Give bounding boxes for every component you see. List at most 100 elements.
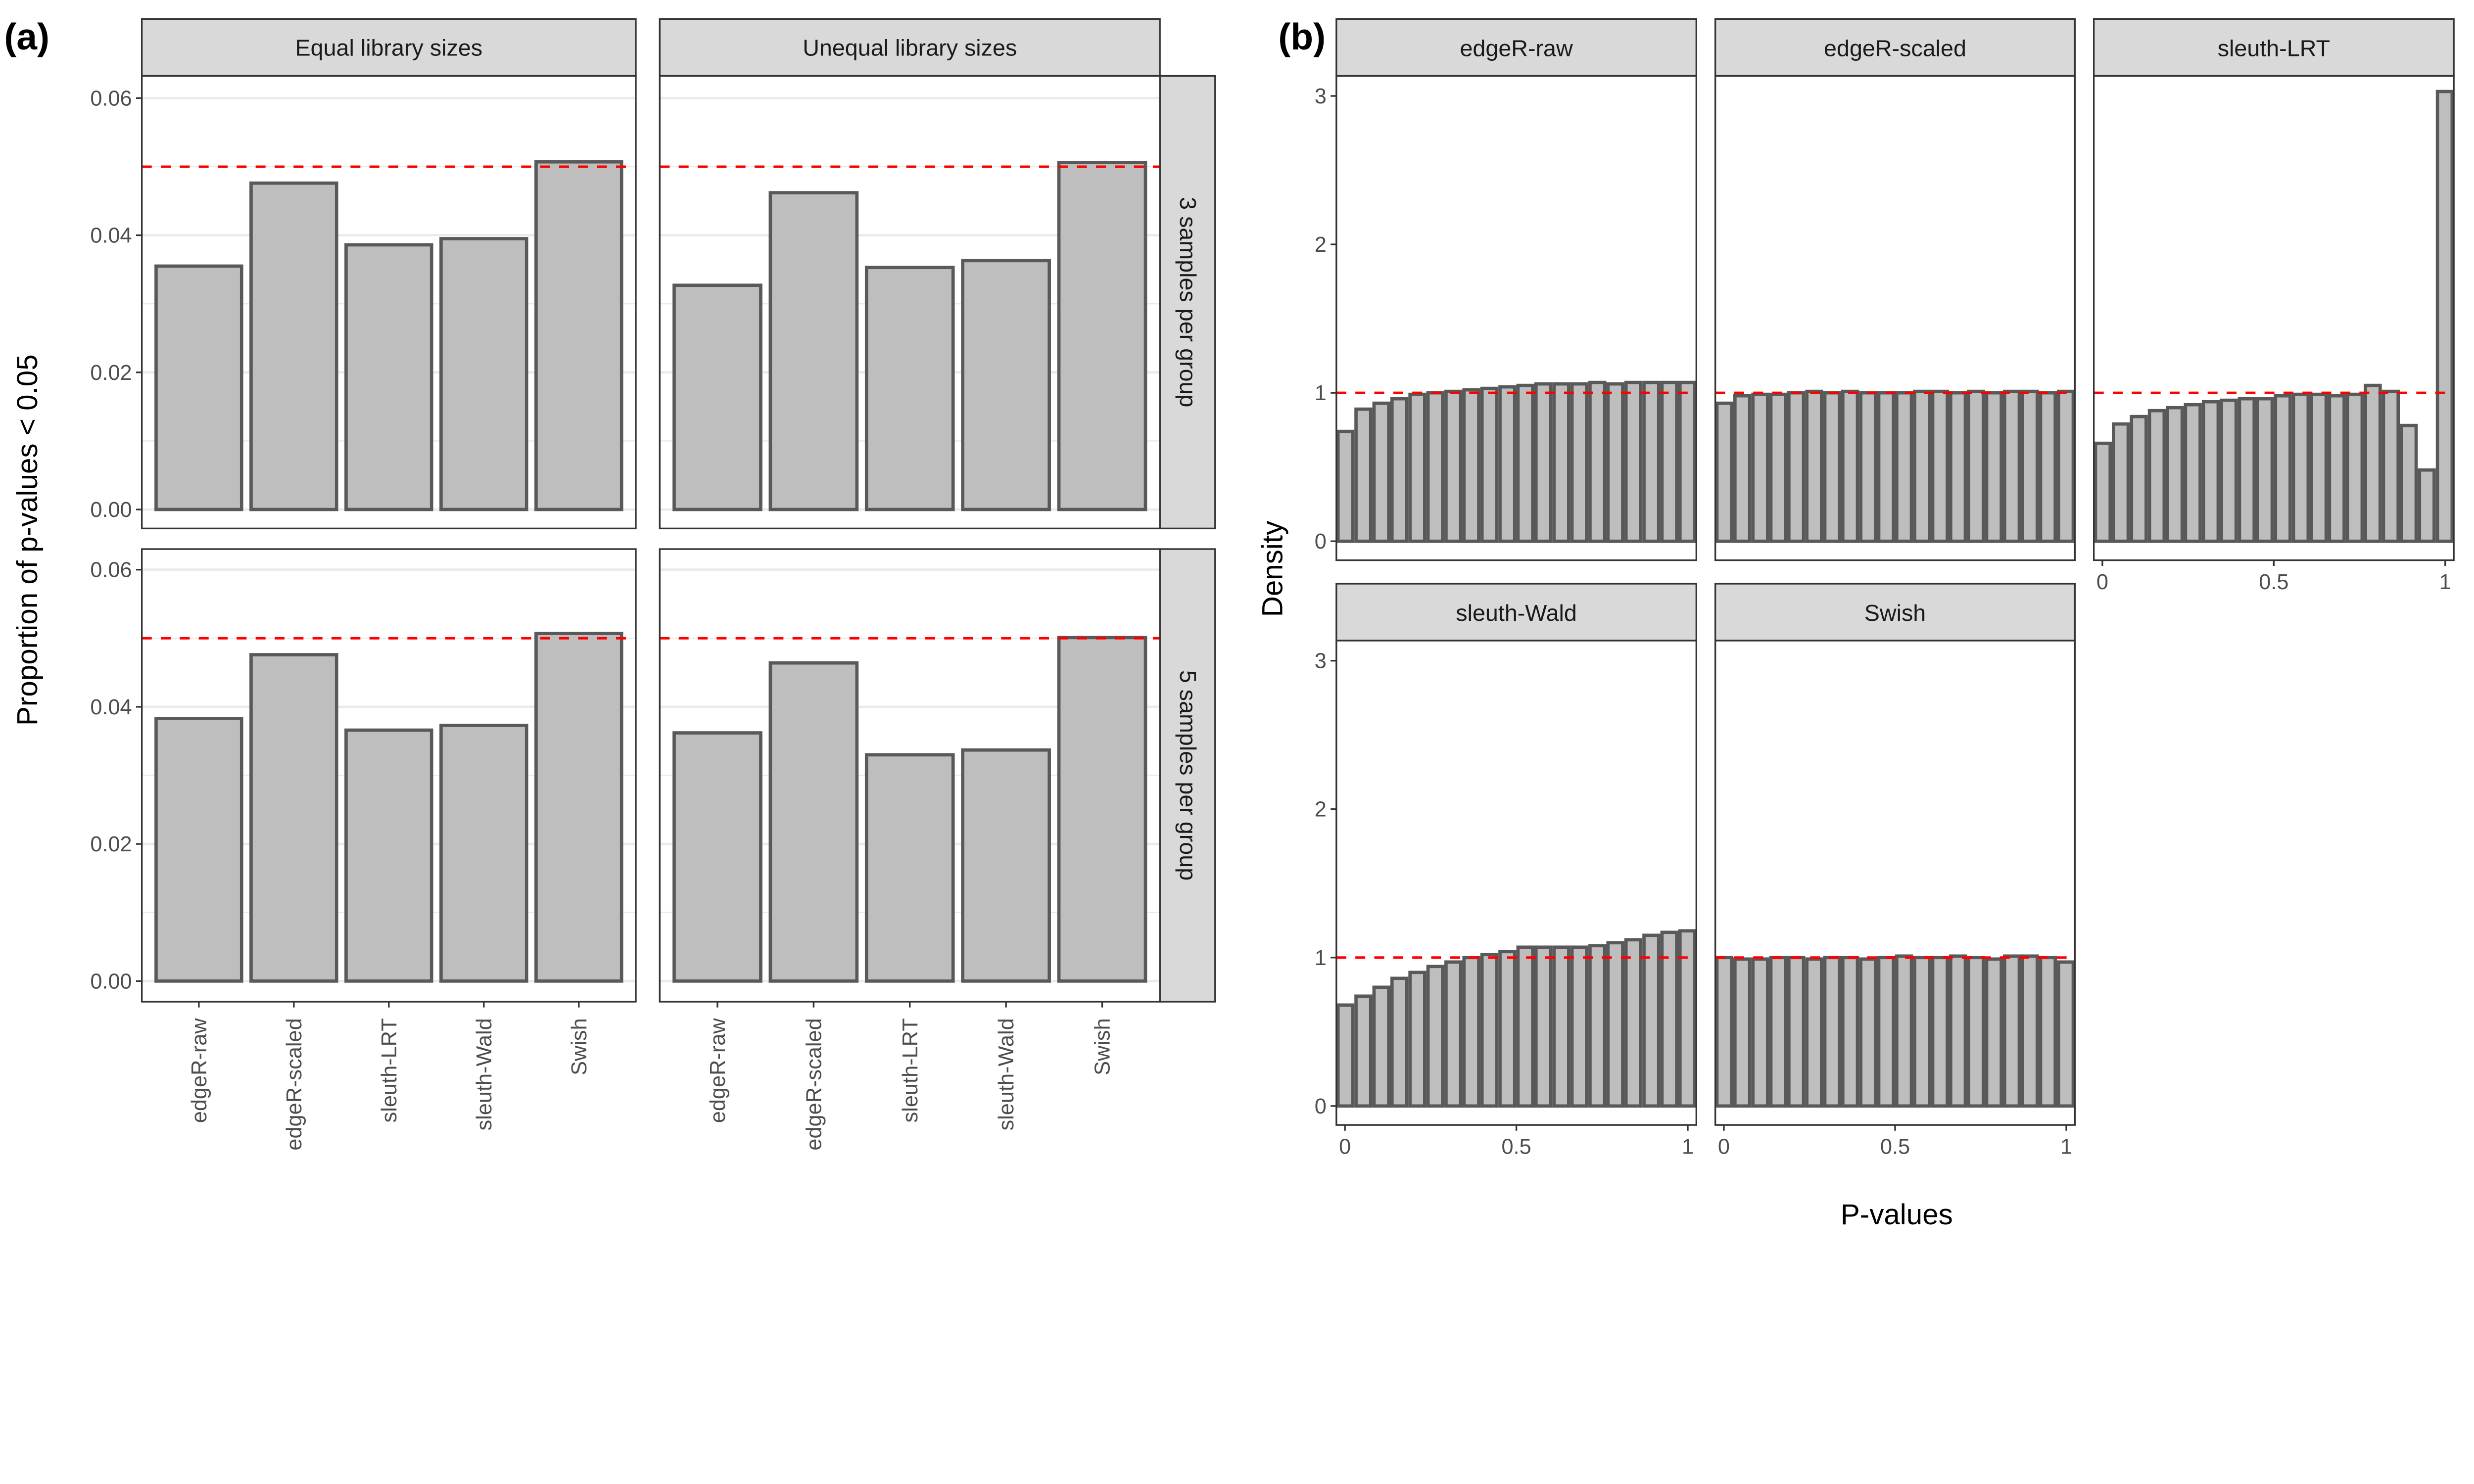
x-tick-label: 0 bbox=[2096, 570, 2108, 594]
histogram-bar bbox=[1985, 957, 2003, 1108]
y-tick-label: 0.06 bbox=[90, 87, 132, 110]
histogram-bar bbox=[1390, 397, 1409, 543]
bar bbox=[672, 283, 762, 511]
histogram-bar bbox=[1859, 957, 1877, 1108]
histogram-bar bbox=[2381, 389, 2400, 543]
y-tick-label: 0.00 bbox=[90, 970, 132, 993]
bar bbox=[534, 632, 623, 983]
histogram-bar bbox=[1877, 391, 1895, 543]
histogram-bar bbox=[1895, 954, 1913, 1108]
y-tick-label: 0.04 bbox=[90, 696, 132, 719]
facet-strip bbox=[1714, 583, 2076, 642]
histogram-bar bbox=[1769, 392, 1787, 543]
x-tick-label: 1 bbox=[2060, 1135, 2072, 1159]
histogram-bar bbox=[2184, 403, 2202, 543]
histogram-bar bbox=[2039, 391, 2057, 543]
histogram-bar bbox=[1787, 391, 1806, 543]
histogram-bar bbox=[1967, 389, 1985, 543]
histogram-bar bbox=[1480, 953, 1499, 1108]
column-strip bbox=[659, 18, 1161, 77]
histogram-bar bbox=[1660, 930, 1678, 1108]
bar bbox=[961, 748, 1051, 983]
histogram-bar bbox=[1606, 941, 1624, 1108]
histogram-bar bbox=[2435, 90, 2454, 543]
histogram-bar bbox=[1823, 956, 1842, 1108]
x-tick-label: sleuth-LRT bbox=[378, 1018, 401, 1122]
facet-strip bbox=[1335, 583, 1697, 642]
column-strip-label: Unequal library sizes bbox=[803, 35, 1017, 61]
histogram-bar bbox=[1841, 956, 1859, 1108]
histogram-bar bbox=[1877, 956, 1895, 1108]
x-tick-label: sleuth-Wald bbox=[473, 1018, 496, 1130]
histogram-bar bbox=[1462, 956, 1480, 1108]
x-tick-label: Swish bbox=[568, 1018, 591, 1075]
histogram-bar bbox=[1624, 938, 1643, 1108]
histogram-bar bbox=[1570, 382, 1589, 543]
row-strip bbox=[1159, 548, 1216, 1003]
histogram-bar bbox=[2112, 422, 2130, 543]
histogram-bar bbox=[1444, 960, 1463, 1108]
histogram-bar bbox=[1733, 394, 1752, 543]
facet-strip bbox=[1714, 18, 2076, 77]
bar bbox=[439, 723, 528, 983]
facet-strip-label: edgeR-scaled bbox=[1824, 35, 1966, 61]
panel-border bbox=[659, 75, 1161, 529]
histogram-bar bbox=[1931, 956, 1950, 1108]
facet-strip-label: sleuth-Wald bbox=[1456, 600, 1577, 626]
histogram-bar bbox=[1715, 956, 1733, 1108]
row-strip-label: 3 samples per group bbox=[1175, 197, 1201, 407]
y-tick-label: 3 bbox=[1315, 649, 1327, 673]
histogram-bar bbox=[2166, 406, 2184, 543]
histogram-bar bbox=[1949, 391, 1967, 543]
column-strip-label: Equal library sizes bbox=[295, 35, 483, 61]
histogram-bar bbox=[1354, 994, 1373, 1108]
histogram-bar bbox=[2021, 389, 2039, 543]
histogram-bar bbox=[1841, 389, 1859, 543]
histogram-bar bbox=[1516, 383, 1534, 543]
histogram-bar bbox=[2291, 392, 2310, 543]
bar bbox=[249, 653, 338, 983]
y-tick-label: 0.04 bbox=[90, 224, 132, 248]
histogram-bar bbox=[1552, 382, 1570, 543]
x-axis-title-b: P-values bbox=[1841, 1199, 1953, 1231]
bar bbox=[961, 259, 1051, 511]
histogram-bar bbox=[2056, 960, 2075, 1108]
histogram-bar bbox=[1913, 389, 1931, 543]
bar bbox=[344, 728, 433, 983]
histogram-bar bbox=[2039, 956, 2057, 1108]
histogram-bar bbox=[1354, 407, 1373, 543]
histogram-bar bbox=[2400, 423, 2418, 543]
histogram-bar bbox=[1372, 985, 1390, 1108]
histogram-bar bbox=[1606, 382, 1624, 543]
histogram-bar bbox=[1678, 929, 1697, 1108]
column-strip bbox=[141, 18, 637, 77]
bar bbox=[534, 160, 623, 511]
y-tick-label: 0.02 bbox=[90, 833, 132, 856]
panel-border bbox=[1714, 75, 2076, 561]
x-tick-label: sleuth-Wald bbox=[995, 1018, 1018, 1130]
y-tick-label: 3 bbox=[1315, 85, 1327, 108]
x-tick-label: 0 bbox=[1718, 1135, 1730, 1159]
x-tick-label: 0 bbox=[1339, 1135, 1351, 1159]
histogram-bar bbox=[1805, 957, 1823, 1108]
x-tick-label: 0.5 bbox=[2259, 570, 2288, 594]
panel-label-a: (a) bbox=[4, 16, 49, 57]
panel-border bbox=[1335, 75, 1697, 561]
histogram-bar bbox=[2130, 415, 2148, 543]
histogram-bar bbox=[1408, 971, 1427, 1108]
histogram-bar bbox=[2093, 441, 2112, 543]
y-tick-label: 1 bbox=[1315, 946, 1327, 970]
histogram-bar bbox=[2056, 389, 2075, 543]
histogram-bar bbox=[1823, 391, 1842, 543]
histogram-bar bbox=[2345, 392, 2364, 543]
bar bbox=[768, 661, 859, 983]
histogram-bar bbox=[1552, 945, 1570, 1108]
bar bbox=[154, 264, 243, 511]
y-tick-label: 0.06 bbox=[90, 558, 132, 582]
histogram-bar bbox=[1913, 956, 1931, 1108]
histogram-bar bbox=[1678, 380, 1697, 543]
histogram-bar bbox=[1336, 429, 1355, 543]
x-tick-label: edgeR-scaled bbox=[802, 1018, 826, 1150]
panel-label-b: (b) bbox=[1278, 16, 1326, 57]
histogram-bar bbox=[1462, 388, 1480, 543]
